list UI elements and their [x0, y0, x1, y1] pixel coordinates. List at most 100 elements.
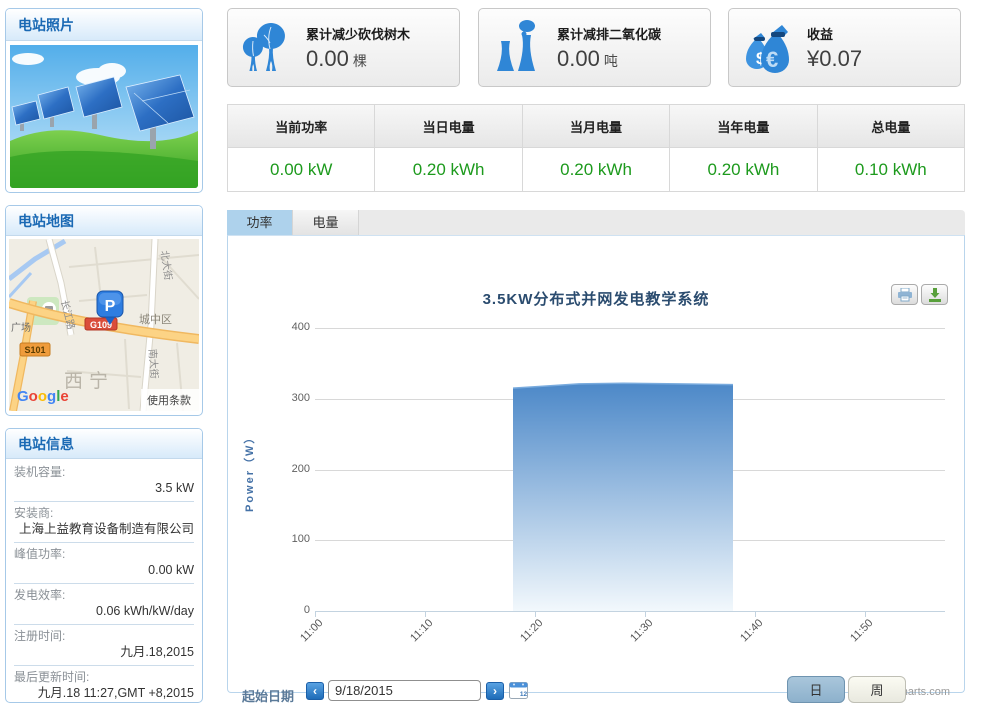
start-date-input[interactable]: [328, 680, 481, 701]
card-unit: 棵: [352, 52, 367, 69]
info-row-installer: 安装商: 上海上益教育设备制造有限公司: [14, 502, 194, 543]
info-value: 九月.18,2015: [120, 645, 194, 659]
info-value: 上海上益教育设备制造有限公司: [18, 522, 194, 536]
y-tick-0: 0: [303, 604, 310, 616]
card-co2-reduced: 累计减排二氧化碳 0.00 吨: [478, 8, 711, 87]
map-label-north-street: 北大街: [158, 250, 175, 282]
svg-text:G109: G109: [90, 320, 112, 330]
stats-value-current-power: 0.00 kW: [228, 148, 376, 191]
start-date-label: 起始日期: [242, 689, 295, 704]
card-value: 0.00 吨: [557, 45, 618, 71]
road-badge-s101: S101: [19, 342, 51, 357]
plot-area: [315, 328, 945, 618]
station-photo-image: [10, 45, 198, 188]
svg-text:S101: S101: [24, 345, 45, 355]
stats-header-monthly-energy: 当月电量: [522, 105, 671, 148]
money-bags-icon: $ €: [729, 19, 807, 77]
stats-header-total-energy: 总电量: [817, 105, 965, 148]
info-label: 峰值功率:: [14, 547, 66, 561]
tab-energy[interactable]: 电量: [293, 210, 359, 235]
info-value: 0.00 kW: [148, 563, 194, 577]
x-tick-1100: 11:00: [298, 617, 326, 645]
cooling-towers-icon: [479, 19, 557, 77]
y-tick-100: 100: [291, 533, 310, 545]
info-label: 装机容量:: [14, 465, 66, 479]
card-label: 累计减排二氧化碳: [557, 26, 662, 42]
map-label-district: 城中区: [139, 313, 172, 326]
map-label-city: 西宁: [64, 370, 114, 392]
station-map[interactable]: S101 G109 广场 长江路 北大街 城中区 南大街 西宁 P: [9, 239, 199, 411]
card-label: 累计减少砍伐树木: [306, 26, 411, 42]
info-row-efficiency: 发电效率: 0.06 kWh/kW/day: [14, 584, 194, 625]
day-range-button[interactable]: 日: [787, 676, 845, 703]
energy-stats-table: 当前功率 当日电量 当月电量 当年电量 总电量 0.00 kW 0.20 kWh…: [227, 104, 965, 192]
next-day-button[interactable]: ›: [486, 682, 504, 700]
chart-body: 3.5KW分布式并网发电教学系统 400 300 200 100: [227, 235, 965, 704]
download-icon: [928, 287, 941, 302]
y-axis-title: Power（W）: [244, 430, 256, 512]
info-row-registered: 注册时间: 九月.18,2015: [14, 625, 194, 666]
calendar-icon: 12: [509, 682, 528, 699]
map-label-plaza: 广场: [11, 321, 31, 334]
stats-header-yearly-energy: 当年电量: [670, 105, 818, 148]
week-range-button[interactable]: 周: [848, 676, 906, 703]
printer-icon: [897, 287, 912, 301]
y-tick-200: 200: [291, 463, 310, 475]
svg-text:$: $: [756, 49, 766, 68]
stats-header-daily-energy: 当日电量: [375, 105, 523, 148]
card-label: 收益: [807, 26, 834, 42]
station-map-title: 电站地图: [6, 206, 202, 236]
y-tick-300: 300: [291, 392, 310, 404]
info-value: 九月.18 11:27,GMT +8,2015: [37, 686, 194, 700]
area-chart: [315, 328, 945, 617]
download-chart-button[interactable]: [921, 284, 948, 305]
chart-panel: 功率 电量 3.5KW分布式并网发电教学系统 400: [227, 210, 965, 704]
x-tick-1110: 11:10: [408, 617, 436, 645]
solar-panels: [11, 74, 195, 149]
x-tick-1120: 11:20: [518, 617, 546, 645]
previous-day-button[interactable]: ‹: [306, 682, 324, 700]
station-photo-title: 电站照片: [6, 9, 202, 41]
tab-power[interactable]: 功率: [227, 210, 293, 235]
x-tick-1130: 11:30: [628, 617, 656, 645]
map-marker-p[interactable]: P: [96, 290, 124, 325]
info-label: 注册时间:: [14, 629, 66, 643]
station-info-panel: 电站信息 装机容量: 3.5 kW 安装商: 上海上益教育设备制造有限公司 峰值…: [5, 428, 203, 703]
power-area-series: [513, 383, 733, 611]
x-tick-1140: 11:40: [738, 617, 766, 645]
card-value: ¥0.07: [807, 45, 863, 71]
station-map-panel: 电站地图: [5, 205, 203, 416]
map-terms-link[interactable]: 使用条款: [147, 393, 191, 407]
info-label: 安装商:: [14, 506, 54, 520]
station-photo-panel: 电站照片: [5, 8, 203, 193]
stats-header-current-power: 当前功率: [228, 105, 376, 148]
card-trees-saved: 累计减少砍伐树木 0.00 棵: [227, 8, 460, 87]
info-label: 发电效率:: [14, 588, 66, 602]
info-row-capacity: 装机容量: 3.5 kW: [14, 461, 194, 502]
stats-value-daily-energy: 0.20 kWh: [375, 148, 523, 191]
card-unit: 吨: [603, 52, 618, 69]
power-line: [512, 382, 734, 389]
info-value: 3.5 kW: [155, 481, 194, 495]
x-tick-1150: 11:50: [848, 617, 876, 645]
calendar-picker-button[interactable]: 12: [509, 681, 528, 699]
google-logo[interactable]: Google: [17, 388, 69, 405]
trees-icon: [228, 19, 306, 77]
info-value: 0.06 kWh/kW/day: [96, 604, 194, 618]
card-revenue: $ € 收益 ¥0.07: [728, 8, 961, 87]
info-row-peak-power: 峰值功率: 0.00 kW: [14, 543, 194, 584]
chart-tab-bar: 功率 电量: [227, 210, 965, 235]
svg-text:€: €: [766, 47, 778, 72]
card-value: 0.00 棵: [306, 45, 367, 71]
svg-text:P: P: [105, 298, 116, 315]
print-chart-button[interactable]: [891, 284, 918, 305]
info-label: 最后更新时间:: [14, 670, 90, 684]
stats-value-yearly-energy: 0.20 kWh: [670, 148, 818, 191]
stats-value-monthly-energy: 0.20 kWh: [522, 148, 671, 191]
stats-value-total-energy: 0.10 kWh: [817, 148, 965, 191]
station-info-title: 电站信息: [6, 429, 202, 459]
info-row-last-update: 最后更新时间: 九月.18 11:27,GMT +8,2015: [14, 666, 194, 706]
chart-title: 3.5KW分布式并网发电教学系统: [482, 291, 710, 308]
map-label-south-street: 南大街: [146, 348, 161, 379]
